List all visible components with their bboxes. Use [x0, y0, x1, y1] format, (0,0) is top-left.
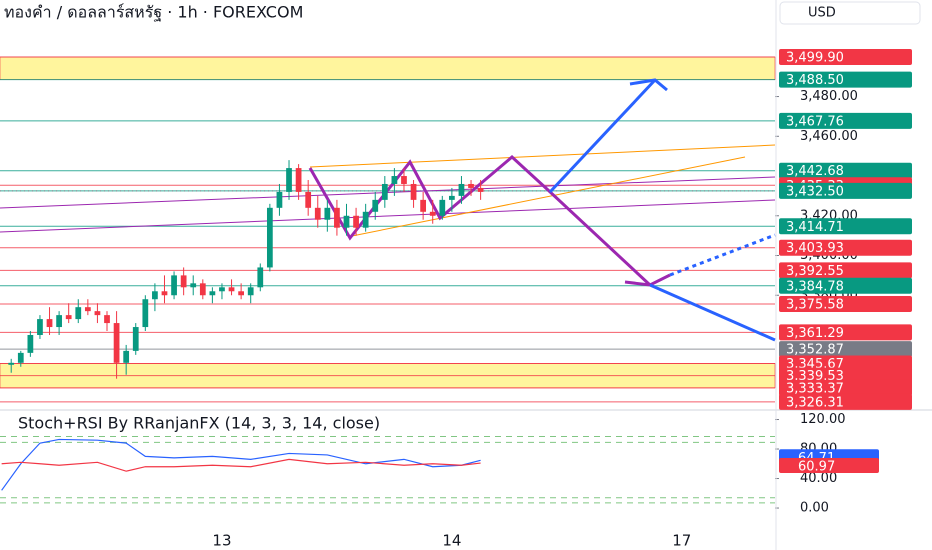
- price-label-box: [779, 367, 912, 384]
- candle-body: [305, 191, 312, 208]
- chart-title: ทองคำ / ดอลลาร์สหรัฐ · 1h · FOREXCOM: [4, 3, 303, 22]
- candle-body: [449, 195, 455, 200]
- candle-body: [286, 168, 292, 192]
- candle-body: [343, 215, 350, 228]
- price-label: 3,384.78: [786, 279, 844, 294]
- price-label: 3,375.58: [786, 298, 844, 313]
- x-tick-label: 17: [672, 532, 691, 550]
- currency: USD: [808, 6, 836, 21]
- price-label: 3,333.37: [786, 381, 844, 396]
- candle-body: [420, 199, 427, 212]
- price-label: 3,499.90: [786, 51, 844, 66]
- price-label: 3,488.50: [786, 73, 844, 88]
- candle-body: [56, 315, 62, 328]
- candle-body: [228, 287, 235, 292]
- zone: [0, 56, 776, 80]
- price-label-box: [779, 182, 912, 199]
- x-tick-label: 14: [442, 532, 461, 550]
- candle-body: [468, 183, 474, 188]
- value-label-box: [779, 458, 879, 474]
- indicator-title: Stoch+RSI By RRanjanFX (14, 3, 3, 14, cl…: [18, 414, 380, 433]
- candle-body: [37, 319, 43, 335]
- candle-body: [334, 207, 340, 228]
- candle-body: [94, 311, 101, 316]
- y-tick-label: 120.00: [800, 412, 846, 427]
- candle-body: [113, 323, 120, 363]
- candle-body: [219, 287, 225, 292]
- y-tick-label: 40.00: [800, 471, 837, 486]
- candle-body: [410, 183, 417, 200]
- price-label-box: [779, 162, 912, 179]
- candle-body: [132, 327, 139, 351]
- candle-body: [477, 187, 484, 192]
- candle-body: [372, 199, 379, 212]
- candle-body: [391, 176, 398, 184]
- price-label-box: [779, 296, 912, 313]
- candle-body: [209, 291, 216, 296]
- price-label: 3,361.29: [786, 326, 844, 341]
- price-label-box: [779, 49, 912, 66]
- candle-body: [429, 211, 436, 216]
- price-label-box: [779, 379, 912, 396]
- price-label-box: [779, 324, 912, 341]
- candle-body: [324, 207, 331, 220]
- y-tick-label: 0.00: [800, 501, 829, 516]
- candle-body: [458, 183, 465, 196]
- price-label-box: [779, 341, 912, 358]
- price-label-box: [779, 355, 912, 372]
- price-label-box: [779, 393, 912, 410]
- drawings: [0, 78, 776, 342]
- candle-body: [104, 315, 110, 324]
- price-label: 3,467.76: [786, 114, 844, 129]
- y-tick-label: 3,460.00: [800, 129, 858, 144]
- price-label-box: [779, 262, 912, 279]
- candle-body: [295, 168, 302, 192]
- candle-body: [75, 307, 82, 320]
- candle-body: [8, 362, 15, 365]
- candle-body: [161, 291, 168, 296]
- y-tick-label: 3,480.00: [800, 89, 858, 104]
- candle-body: [27, 334, 34, 353]
- candle-body: [439, 199, 446, 216]
- price-label-box: [779, 239, 912, 256]
- candle-body: [247, 287, 254, 296]
- candle-body: [266, 207, 273, 268]
- x-tick-label: 13: [212, 532, 231, 550]
- price-label-box: [779, 277, 912, 294]
- candle-body: [381, 183, 388, 200]
- price-label: 3,403.93: [786, 241, 844, 256]
- oscillator-line: [1, 438, 481, 491]
- candle-body: [199, 283, 206, 296]
- candle-body: [123, 350, 130, 363]
- price-label: 3,352.87: [786, 343, 844, 358]
- price-label-box: [779, 71, 912, 88]
- price-label: 3,392.55: [786, 264, 844, 279]
- candle-body: [362, 211, 369, 228]
- candle-body: [142, 299, 149, 328]
- candle-body: [171, 275, 177, 296]
- candle-body: [276, 191, 283, 208]
- price-label: 3,442.68: [786, 164, 844, 179]
- candle-body: [314, 207, 321, 220]
- candle-body: [84, 307, 91, 312]
- currency-box[interactable]: [779, 1, 921, 25]
- candle-body: [180, 275, 187, 288]
- candle-body: [190, 283, 197, 288]
- candle-body: [257, 267, 264, 288]
- price-label: 3,432.50: [786, 184, 844, 199]
- price-label-box: [779, 218, 912, 235]
- candle-body: [401, 176, 407, 184]
- candle-body: [65, 315, 72, 320]
- candle-body: [46, 319, 53, 328]
- candle-body: [238, 291, 244, 296]
- price-label-box: [779, 112, 912, 129]
- price-label: 3,326.31: [786, 395, 844, 410]
- candle-body: [353, 215, 359, 228]
- candle-body: [17, 352, 24, 363]
- value-label: 60.97: [798, 460, 835, 475]
- oscillator-line: [1, 458, 481, 472]
- price-label: 3,414.71: [786, 220, 844, 235]
- candle-body: [152, 291, 158, 300]
